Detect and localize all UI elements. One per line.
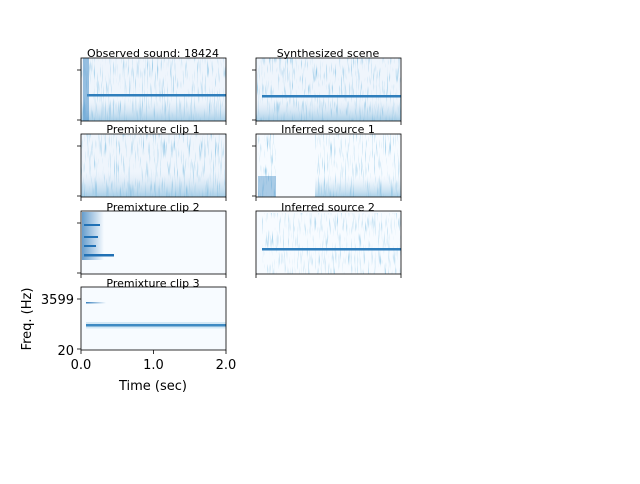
panel-pre3: Premixture clip 3 3599 20 0.0 1.0 2.0 Ti…	[20, 277, 236, 394]
panel-pre3-title: Premixture clip 3	[106, 277, 199, 290]
panel-pre2: Premixture clip 2	[77, 201, 227, 278]
panel-inf1: Inferred source 1	[252, 123, 402, 201]
panel-pre1-lowband	[81, 172, 226, 197]
panel-synth: Synthesized scene	[252, 47, 402, 125]
panel-pre1-title: Premixture clip 1	[106, 123, 199, 136]
panel-inf2-tone	[262, 248, 401, 251]
panel-pre2-harmonic	[84, 224, 100, 226]
panel-synth-tone	[262, 95, 401, 98]
panel-synth-lowband	[256, 100, 401, 121]
panel-synth-frame	[255, 57, 402, 122]
panel-inf1-band-b	[315, 176, 401, 197]
panel-pre3-tone-halo	[86, 322, 226, 329]
x-axis-label: Time (sec)	[118, 379, 187, 394]
panel-pre2-bg	[81, 211, 226, 274]
panel-inf1-texture-a	[258, 134, 276, 197]
x-tick-label: 2.0	[216, 358, 237, 373]
panel-observed-lowband	[81, 100, 226, 121]
panel-observed-tone	[87, 94, 226, 97]
panel-pre3-bg	[81, 287, 226, 350]
panel-observed-title: Observed sound: 18424	[87, 47, 219, 60]
panel-inf2-frame	[255, 210, 402, 275]
panel-pre2-harmonic	[84, 254, 114, 257]
panel-synth-title: Synthesized scene	[277, 47, 380, 60]
y-tick-label: 3599	[41, 293, 74, 308]
panel-pre1-frame	[80, 133, 227, 198]
y-tick-label: 20	[57, 344, 74, 359]
panel-inf1-band-a	[258, 176, 276, 197]
panel-pre1: Premixture clip 1	[77, 123, 227, 201]
x-tick-label: 0.0	[71, 358, 92, 373]
panel-inf2: Inferred source 2	[255, 201, 402, 278]
panel-pre2-title: Premixture clip 2	[106, 201, 199, 214]
panel-observed: Observed sound: 18424	[77, 47, 227, 125]
panel-pre2-harmonic	[84, 245, 96, 247]
panel-inf1-frame	[255, 133, 402, 198]
panel-inf2-title: Inferred source 2	[281, 201, 375, 214]
x-tick-label: 1.0	[143, 358, 164, 373]
panel-pre2-harmonic	[84, 236, 98, 238]
panel-inf1-title: Inferred source 1	[281, 123, 375, 136]
y-axis-label: Freq. (Hz)	[20, 288, 35, 351]
panel-observed-onset	[83, 58, 89, 121]
panel-observed-frame	[80, 57, 227, 122]
panel-pre3-harmonic	[86, 302, 106, 304]
panel-inf2-texture	[262, 213, 401, 274]
panel-pre3-tone	[86, 324, 226, 327]
panel-pre2-frame	[80, 210, 227, 275]
